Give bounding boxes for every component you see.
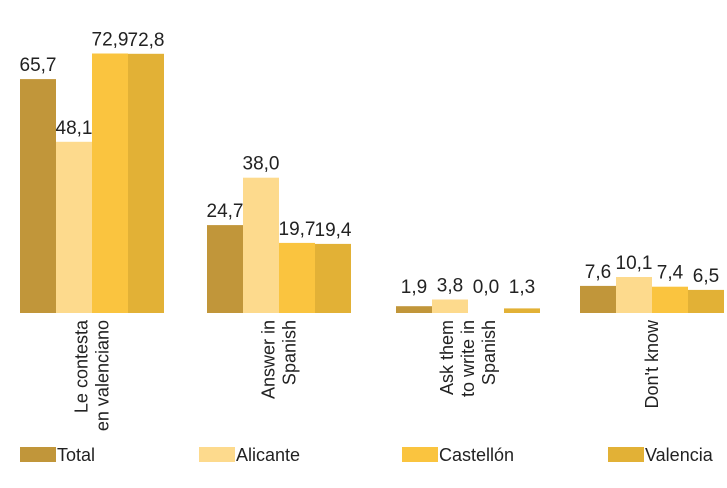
value-label: 7,4	[657, 263, 684, 284]
legend-swatch-valencia	[608, 447, 644, 462]
value-label: 1,9	[401, 277, 427, 298]
bar-total-1	[20, 79, 56, 313]
value-label: 24,7	[207, 201, 244, 222]
value-label: 19,7	[279, 219, 316, 240]
legend-swatch-castelln	[402, 447, 438, 462]
bar-valencia-2	[315, 243, 351, 313]
legend-label: Alicante	[236, 445, 300, 465]
category-label-line: Ask them	[437, 320, 457, 395]
category-label-line: to write in	[458, 320, 478, 397]
value-label: 48,1	[56, 118, 93, 139]
value-label: 7,6	[585, 262, 611, 283]
bar-total-3	[396, 306, 432, 313]
bar-valencia-4	[688, 289, 724, 313]
value-label: 0,0	[473, 277, 499, 298]
category-label-line: en valenciano	[93, 320, 113, 431]
category-label-line: Spanish	[479, 320, 499, 385]
value-label: 65,7	[20, 55, 57, 76]
bar-castelln-2	[279, 242, 315, 313]
bar-valencia-1	[128, 53, 164, 314]
category-label-line: Spanish	[280, 320, 300, 385]
value-label: 3,8	[437, 276, 463, 297]
legend-label: Total	[57, 445, 95, 465]
bar-alicante-3	[432, 299, 468, 313]
bar-castelln-1	[92, 53, 128, 313]
bar-total-4	[580, 285, 616, 313]
category-label-line: Answer in	[259, 320, 279, 399]
category-label-line: Don't know	[642, 319, 662, 408]
category-label: Don't know	[642, 319, 662, 408]
bar-alicante-1	[56, 141, 92, 313]
category-label: Le contestaen valenciano	[72, 319, 113, 431]
bar-total-2	[207, 225, 243, 313]
category-label-line: Le contesta	[72, 319, 92, 413]
value-label: 72,9	[92, 30, 129, 51]
bar-alicante-2	[243, 177, 279, 313]
bar-castelln-4	[652, 286, 688, 313]
category-label: Answer inSpanish	[259, 320, 300, 399]
value-label: 6,5	[693, 266, 719, 287]
value-label: 72,8	[128, 30, 165, 51]
value-label: 10,1	[616, 253, 653, 274]
legend-label: Valencia	[645, 445, 714, 465]
value-label: 19,4	[315, 220, 352, 241]
legend-label: Castellón	[439, 445, 514, 465]
bar-valencia-3	[504, 308, 540, 313]
bar-alicante-4	[616, 277, 652, 313]
category-label: Ask themto write inSpanish	[437, 320, 499, 397]
value-label: 38,0	[243, 154, 280, 175]
legend-swatch-alicante	[199, 447, 235, 462]
value-label: 1,3	[509, 277, 535, 298]
legend-swatch-total	[20, 447, 56, 462]
